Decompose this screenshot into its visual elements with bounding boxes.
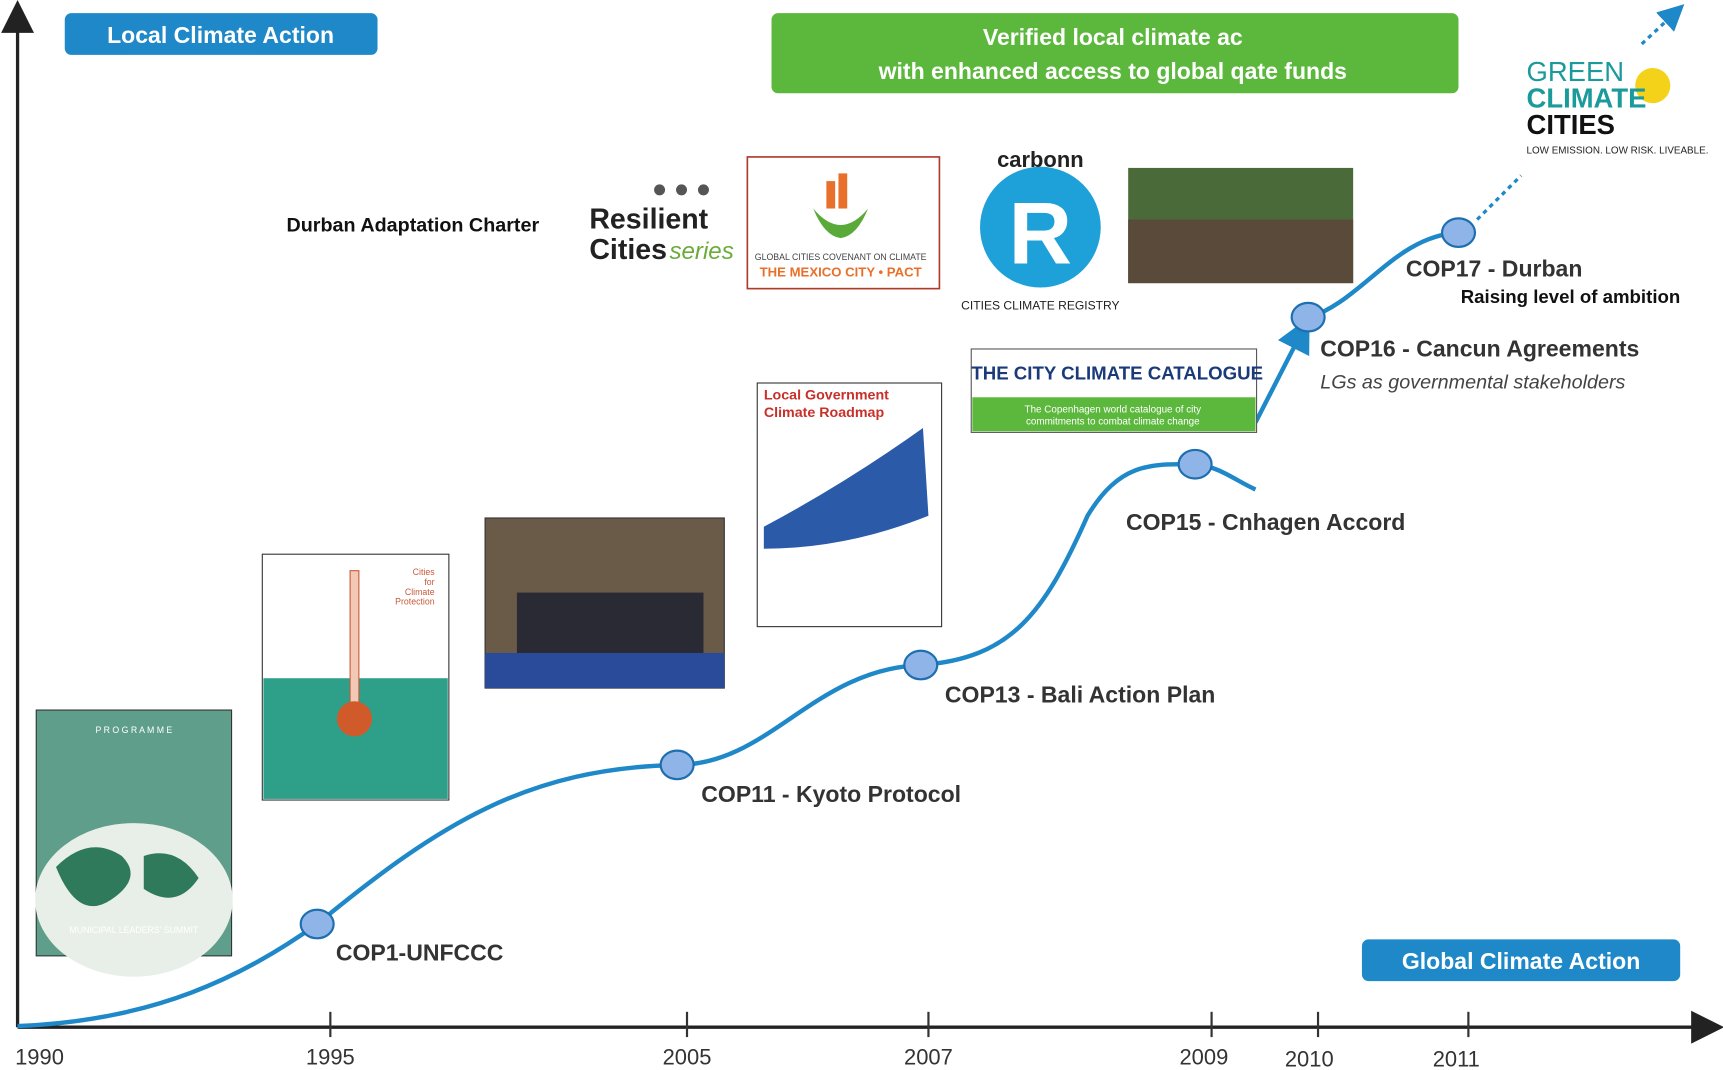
milestone: COP15 - Cnhagen Accord [1126, 509, 1405, 535]
milestone: COP17 - Durban [1406, 256, 1583, 282]
resilient-logo: Resilient Cities series [589, 184, 733, 266]
logo-text: CITIES [1527, 109, 1615, 140]
logo-text: The Copenhagen world catalogue of city [1025, 405, 1202, 416]
year: 1990 [15, 1045, 64, 1070]
green-climate-logo: GREEN CLIMATE CITIES LOW EMISSION. LOW R… [1527, 56, 1709, 156]
logo-text: LOW EMISSION. LOW RISK. LIVEABLE. [1527, 146, 1709, 157]
logo-text: THE CITY CLIMATE CATALOGUE [971, 363, 1263, 384]
programme-cover: P R O G R A M M E MUNICIPAL LEADERS' SUM… [35, 710, 233, 977]
year: 2010 [1285, 1047, 1334, 1070]
cover-text: Protection [395, 597, 435, 607]
milestone: COP1-UNFCCC [336, 939, 504, 965]
carbonn-logo: carbonn R CITIES CLIMATE REGISTRY [961, 147, 1119, 313]
timeline: 1990 1995 2005 2007 2009 2010 2011 Local… [0, 0, 1723, 1070]
cover-text: MUNICIPAL LEADERS' SUMMIT [70, 925, 199, 935]
logo-text: R [1009, 184, 1072, 282]
year: 2007 [904, 1045, 953, 1070]
cover-text: Climate Roadmap [764, 405, 885, 421]
banner-line: with enhanced access to global qate fund… [878, 58, 1347, 84]
milestone-note: Raising level of ambition [1461, 286, 1681, 307]
logo-text: commitments to combat climate change [1026, 417, 1200, 428]
logo-text: Cities [589, 234, 667, 266]
conference-photo [1128, 168, 1353, 283]
year: 2005 [663, 1045, 712, 1070]
logo-text: carbonn [997, 147, 1084, 172]
banner-line: Verified local climate ac [983, 24, 1243, 50]
dotted [1477, 176, 1521, 220]
cover-text: for [424, 577, 434, 587]
cover-text: Local Government [764, 387, 889, 403]
logo-text: Resilient [589, 203, 708, 235]
cities-protection-cover: Cities for Climate Protection [262, 554, 449, 800]
global-label: Global Climate Action [1402, 948, 1640, 974]
year: 2011 [1433, 1047, 1480, 1070]
year: 1995 [306, 1045, 355, 1070]
group-photo [485, 518, 724, 688]
year: 2009 [1179, 1045, 1228, 1070]
milestone: COP13 - Bali Action Plan [945, 681, 1215, 707]
logo-text: CITIES CLIMATE REGISTRY [961, 298, 1119, 312]
milestone: COP11 - Kyoto Protocol [701, 781, 961, 807]
logo-text: GLOBAL CITIES COVENANT ON CLIMATE [755, 252, 927, 262]
mexico-pact: GLOBAL CITIES COVENANT ON CLIMATE THE ME… [747, 157, 939, 289]
logo-text: THE MEXICO CITY • PACT [760, 265, 922, 280]
logo-text: series [669, 238, 733, 265]
roadmap-cover: Local Government Climate Roadmap [757, 383, 941, 627]
cover-text: Climate [405, 587, 435, 597]
dotted [1642, 13, 1675, 44]
cover-text: P R O G R A M M E [95, 725, 172, 735]
local-label: Local Climate Action [107, 22, 334, 48]
catalogue-logo: THE CITY CLIMATE CATALOGUE The Copenhage… [971, 349, 1263, 432]
durban: Durban Adaptation Charter [286, 215, 539, 237]
axis-ticks [330, 1012, 1468, 1037]
milestone-note: LGs as governmental stakeholders [1320, 371, 1625, 393]
milestone: COP16 - Cancun Agreements [1320, 336, 1639, 362]
cover-text: Cities [413, 567, 436, 577]
